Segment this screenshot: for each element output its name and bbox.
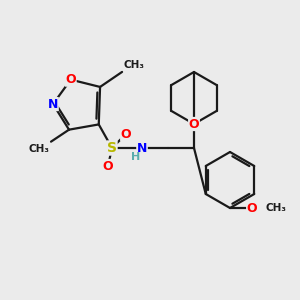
Text: O: O	[103, 160, 113, 172]
Text: O: O	[65, 73, 76, 86]
Text: H: H	[131, 152, 141, 162]
Text: CH₃: CH₃	[266, 203, 287, 213]
Text: S: S	[107, 141, 117, 155]
Text: N: N	[137, 142, 147, 154]
Text: CH₃: CH₃	[123, 60, 144, 70]
Text: CH₃: CH₃	[28, 144, 49, 154]
Text: O: O	[121, 128, 131, 140]
Text: O: O	[189, 118, 199, 130]
Text: O: O	[247, 202, 257, 214]
Text: N: N	[48, 98, 58, 111]
